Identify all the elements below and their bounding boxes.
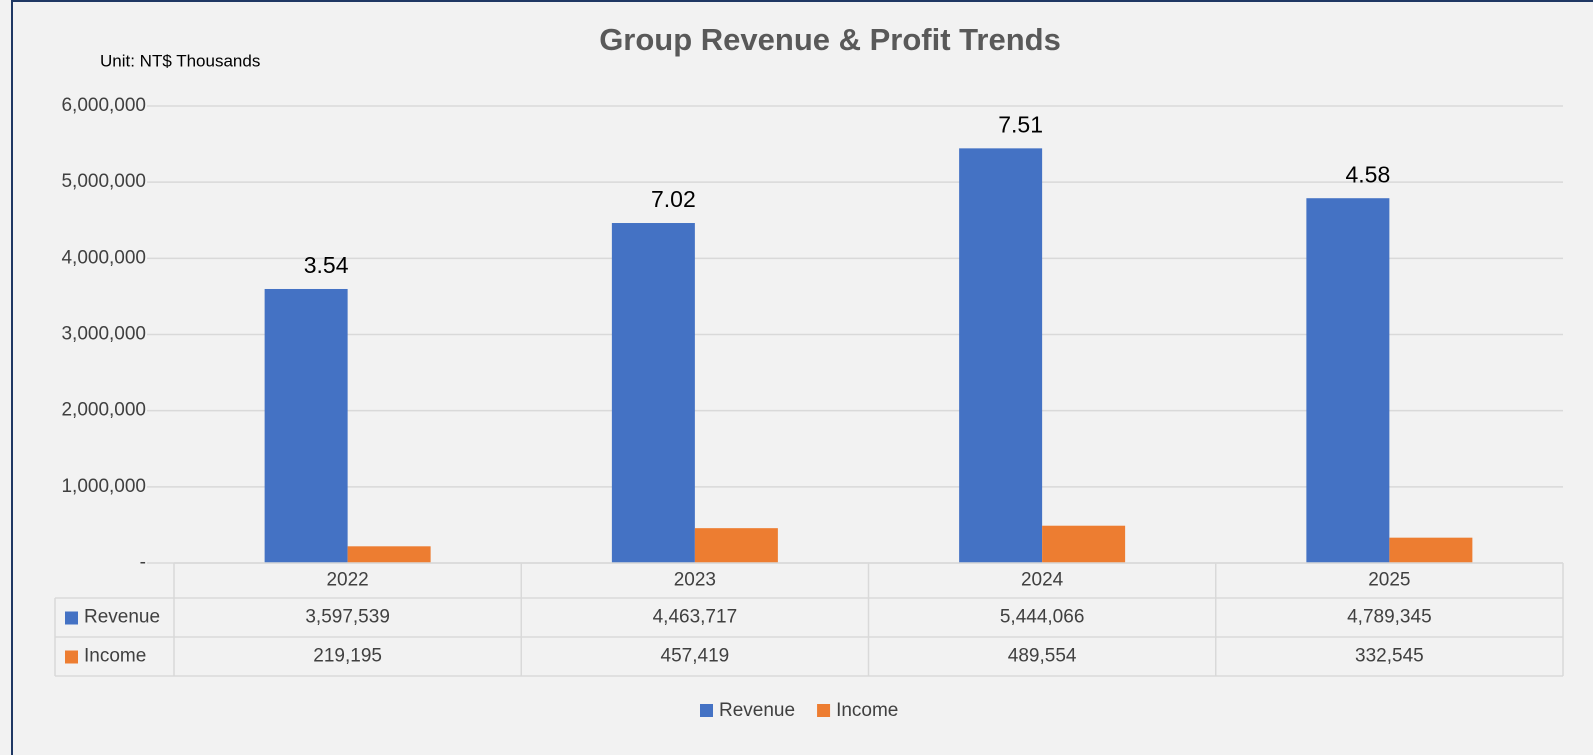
y-tick-label: 2,000,000: [61, 400, 146, 421]
table-row-label: Income: [84, 646, 146, 667]
y-tick-label: 6,000,000: [61, 95, 146, 116]
x-tick-label: 2023: [674, 570, 716, 591]
table-cell: 219,195: [313, 646, 382, 667]
table-row-label: Revenue: [84, 607, 160, 628]
annotation: 7.51: [998, 111, 1043, 137]
unit-label: Unit: NT$ Thousands: [100, 51, 260, 70]
x-tick-label: 2022: [326, 570, 368, 591]
y-tick-label: 1,000,000: [61, 476, 146, 497]
table-cell: 332,545: [1355, 646, 1424, 667]
table-cell: 3,597,539: [305, 607, 390, 628]
y-tick-label: -: [140, 552, 146, 573]
table-cell: 5,444,066: [1000, 607, 1085, 628]
bar: [694, 528, 778, 563]
bar: [1306, 198, 1390, 564]
legend-label: Income: [836, 700, 898, 721]
bar: [611, 223, 695, 563]
table-cell: 489,554: [1008, 646, 1077, 667]
bar: [347, 546, 431, 563]
table-legend-key: [65, 611, 78, 625]
table-legend-key: [65, 650, 78, 664]
legend-key: [700, 704, 713, 717]
x-tick-label: 2024: [1021, 570, 1064, 591]
frame: [11, 0, 1593, 755]
bar: [1389, 537, 1473, 563]
y-tick-label: 4,000,000: [61, 247, 146, 268]
table-cell: 4,789,345: [1347, 607, 1432, 628]
table-cell: 4,463,717: [653, 607, 738, 628]
table-cell: 457,419: [661, 646, 730, 667]
legend-key: [817, 704, 831, 717]
y-tick-label: 5,000,000: [61, 171, 146, 192]
annotation: 7.02: [651, 186, 696, 212]
bar: [1042, 525, 1126, 563]
x-tick-label: 2025: [1368, 570, 1410, 591]
legend-label: Revenue: [719, 700, 795, 721]
annotation: 4.58: [1345, 161, 1390, 187]
y-tick-label: 3,000,000: [61, 324, 146, 345]
bar: [959, 148, 1043, 564]
chart-title: Group Revenue & Profit Trends: [599, 22, 1061, 57]
bar: [264, 288, 348, 563]
annotation: 3.54: [304, 252, 349, 278]
